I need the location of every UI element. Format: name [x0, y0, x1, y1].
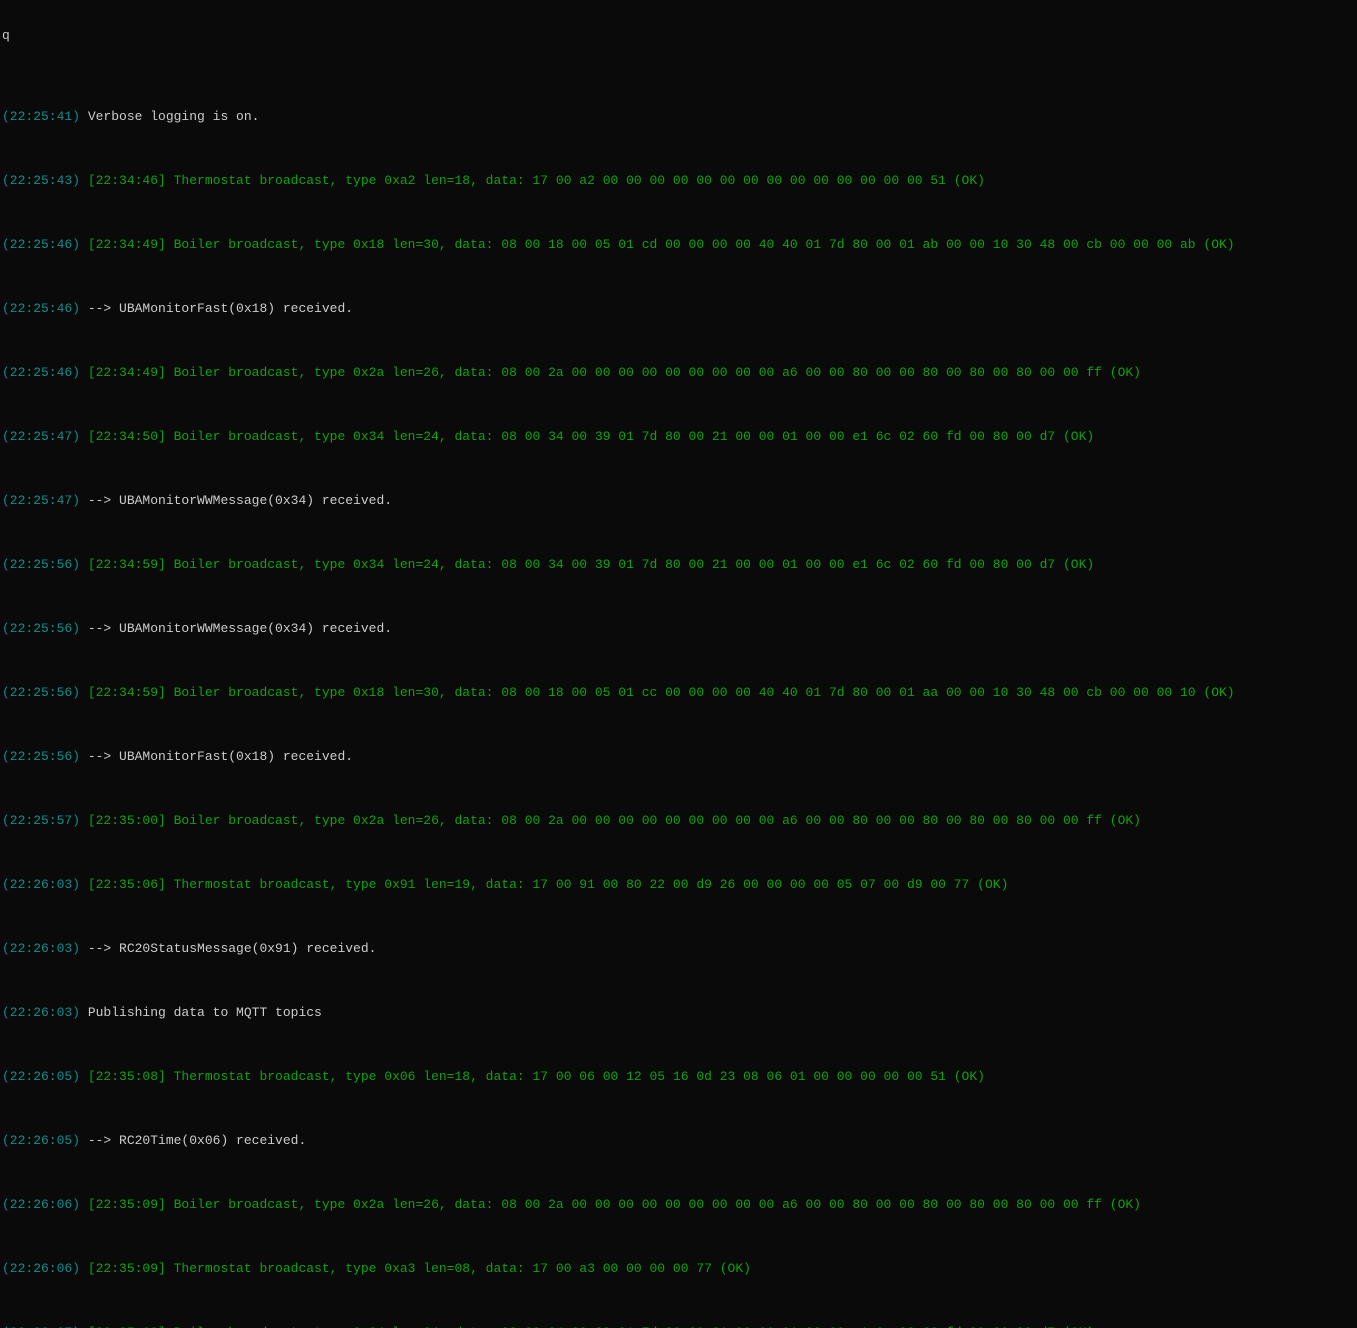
- log-timestamp: (22:25:41): [2, 109, 81, 124]
- log-line: (22:25:56) --> UBAMonitorWWMessage(0x34)…: [2, 621, 1357, 637]
- log-line: (22:25:46) [22:34:49] Boiler broadcast, …: [2, 365, 1357, 381]
- terminal-lines: (22:25:41) Verbose logging is on. (22:25…: [2, 77, 1357, 1328]
- log-line: (22:25:57) [22:35:00] Boiler broadcast, …: [2, 813, 1357, 829]
- log-timestamp: (22:25:56): [2, 685, 81, 700]
- log-message: --> UBAMonitorFast(0x18) received.: [80, 749, 354, 764]
- log-message: Publishing data to MQTT topics: [80, 1005, 322, 1020]
- log-message: --> UBAMonitorWWMessage(0x34) received.: [80, 621, 393, 636]
- log-line: (22:25:41) Verbose logging is on.: [2, 109, 1357, 125]
- log-timestamp: (22:26:06): [2, 1261, 81, 1276]
- log-message: [22:34:49] Boiler broadcast, type 0x18 l…: [80, 237, 1235, 252]
- scrolled-partial-line: q: [2, 32, 1357, 45]
- log-timestamp: (22:25:56): [2, 557, 81, 572]
- clipped-character: q: [2, 32, 10, 43]
- log-timestamp: (22:25:57): [2, 813, 81, 828]
- log-timestamp: (22:26:07): [2, 1325, 80, 1328]
- log-timestamp: (22:26:05): [2, 1133, 81, 1148]
- log-line: (22:25:47) [22:34:50] Boiler broadcast, …: [2, 429, 1357, 445]
- log-message: [22:34:50] Boiler broadcast, type 0x34 l…: [80, 429, 1095, 444]
- log-timestamp: (22:25:47): [2, 429, 81, 444]
- log-line: (22:25:46) --> UBAMonitorFast(0x18) rece…: [2, 301, 1357, 317]
- log-line: (22:25:43) [22:34:46] Thermostat broadca…: [2, 173, 1357, 189]
- log-message: [22:35:09] Boiler broadcast, type 0x2a l…: [80, 1197, 1141, 1212]
- log-message: [22:35:09] Thermostat broadcast, type 0x…: [80, 1261, 751, 1276]
- log-message: [22:35:08] Thermostat broadcast, type 0x…: [80, 1069, 985, 1084]
- log-timestamp: (22:25:47): [2, 493, 81, 508]
- log-message: [22:34:59] Boiler broadcast, type 0x18 l…: [80, 685, 1235, 700]
- log-timestamp: (22:26:03): [2, 1005, 81, 1020]
- log-timestamp: (22:25:43): [2, 173, 81, 188]
- log-line: (22:26:03) Publishing data to MQTT topic…: [2, 1005, 1357, 1021]
- log-message: [22:35:09] Boiler broadcast, type 0x34 l…: [80, 1325, 1094, 1328]
- log-line: (22:25:56) [22:34:59] Boiler broadcast, …: [2, 557, 1357, 573]
- log-message: [22:34:49] Boiler broadcast, type 0x2a l…: [80, 365, 1141, 380]
- log-line: (22:26:07) [22:35:09] Boiler broadcast, …: [2, 1325, 1357, 1328]
- log-line: (22:25:56) --> UBAMonitorFast(0x18) rece…: [2, 749, 1357, 765]
- log-line: (22:26:03) [22:35:06] Thermostat broadca…: [2, 877, 1357, 893]
- log-message: [22:34:46] Thermostat broadcast, type 0x…: [80, 173, 985, 188]
- log-timestamp: (22:25:46): [2, 301, 81, 316]
- log-timestamp: (22:26:03): [2, 877, 81, 892]
- log-timestamp: (22:26:03): [2, 941, 81, 956]
- log-message: Verbose logging is on.: [80, 109, 260, 124]
- log-line: (22:26:06) [22:35:09] Thermostat broadca…: [2, 1261, 1357, 1277]
- log-timestamp: (22:25:56): [2, 749, 81, 764]
- log-message: --> RC20StatusMessage(0x91) received.: [80, 941, 377, 956]
- log-line: (22:26:06) [22:35:09] Boiler broadcast, …: [2, 1197, 1357, 1213]
- log-timestamp: (22:26:06): [2, 1197, 81, 1212]
- log-message: [22:35:00] Boiler broadcast, type 0x2a l…: [80, 813, 1141, 828]
- log-line: (22:26:05) --> RC20Time(0x06) received.: [2, 1133, 1357, 1149]
- log-timestamp: (22:25:46): [2, 365, 81, 380]
- log-line: (22:25:56) [22:34:59] Boiler broadcast, …: [2, 685, 1357, 701]
- log-message: --> RC20Time(0x06) received.: [80, 1133, 307, 1148]
- log-message: --> UBAMonitorWWMessage(0x34) received.: [80, 493, 393, 508]
- log-line: (22:26:05) [22:35:08] Thermostat broadca…: [2, 1069, 1357, 1085]
- log-timestamp: (22:26:05): [2, 1069, 81, 1084]
- log-timestamp: (22:25:56): [2, 621, 81, 636]
- log-message: [22:34:59] Boiler broadcast, type 0x34 l…: [80, 557, 1095, 572]
- log-timestamp: (22:25:46): [2, 237, 81, 252]
- log-message: --> UBAMonitorFast(0x18) received.: [80, 301, 354, 316]
- log-line: (22:25:47) --> UBAMonitorWWMessage(0x34)…: [2, 493, 1357, 509]
- log-line: (22:26:03) --> RC20StatusMessage(0x91) r…: [2, 941, 1357, 957]
- log-message: [22:35:06] Thermostat broadcast, type 0x…: [80, 877, 1009, 892]
- log-line: (22:25:46) [22:34:49] Boiler broadcast, …: [2, 237, 1357, 253]
